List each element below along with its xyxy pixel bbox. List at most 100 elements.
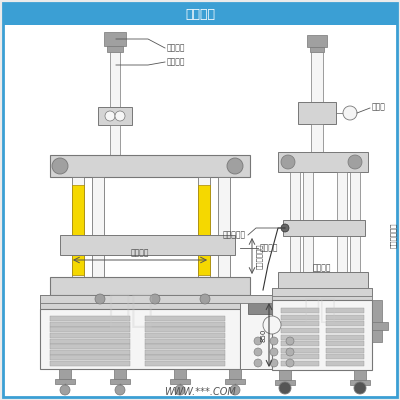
Bar: [50, 344, 130, 349]
Text: 850: 850: [261, 328, 267, 342]
Circle shape: [175, 385, 185, 395]
Circle shape: [115, 111, 125, 121]
Bar: [310, 47, 324, 52]
Bar: [110, 125, 120, 155]
Bar: [326, 321, 364, 326]
Circle shape: [286, 337, 294, 345]
Bar: [59, 369, 71, 379]
Bar: [145, 327, 225, 332]
Bar: [272, 300, 372, 370]
Circle shape: [286, 348, 294, 356]
Circle shape: [348, 155, 362, 169]
Bar: [372, 300, 382, 342]
Bar: [290, 172, 300, 272]
Circle shape: [115, 385, 125, 395]
Bar: [326, 361, 364, 366]
Bar: [311, 124, 323, 152]
Bar: [240, 295, 308, 369]
Circle shape: [279, 382, 291, 394]
Bar: [350, 172, 360, 272]
Circle shape: [254, 359, 262, 367]
Bar: [298, 102, 336, 124]
Bar: [278, 152, 368, 172]
Bar: [110, 379, 130, 384]
Bar: [281, 341, 319, 346]
Bar: [337, 172, 347, 272]
Bar: [311, 52, 323, 102]
Bar: [104, 32, 126, 46]
Text: 设备图纸: 设备图纸: [185, 8, 215, 20]
Circle shape: [230, 385, 240, 395]
Bar: [145, 350, 225, 355]
Circle shape: [270, 359, 278, 367]
Bar: [145, 322, 225, 327]
Bar: [281, 308, 319, 313]
Text: 微调行程: 微调行程: [167, 44, 186, 52]
Bar: [107, 46, 123, 52]
Bar: [281, 334, 319, 340]
Bar: [326, 341, 364, 346]
Bar: [281, 348, 319, 353]
Text: 上限位开关: 上限位开关: [223, 230, 246, 240]
Bar: [72, 177, 84, 282]
Bar: [145, 355, 225, 360]
Bar: [55, 379, 75, 384]
Bar: [326, 354, 364, 359]
Bar: [145, 338, 225, 344]
Bar: [354, 370, 366, 380]
Bar: [50, 333, 130, 338]
Text: 左右柱内: 左右柱内: [131, 248, 149, 258]
Circle shape: [150, 294, 160, 304]
Bar: [50, 277, 250, 295]
Circle shape: [263, 316, 281, 334]
Bar: [145, 316, 225, 321]
Text: 益啟: 益啟: [303, 296, 337, 324]
Bar: [145, 344, 225, 349]
Bar: [272, 288, 372, 296]
Bar: [303, 172, 313, 272]
Bar: [350, 380, 370, 385]
Circle shape: [200, 294, 210, 304]
Bar: [114, 369, 126, 379]
Bar: [248, 302, 296, 314]
Bar: [98, 107, 132, 125]
Bar: [326, 348, 364, 353]
Bar: [50, 361, 130, 366]
Circle shape: [95, 294, 105, 304]
Bar: [40, 295, 260, 309]
Bar: [50, 322, 130, 327]
Bar: [50, 327, 130, 332]
Bar: [326, 308, 364, 313]
Bar: [72, 185, 84, 275]
Text: 油压表: 油压表: [372, 102, 386, 112]
Circle shape: [254, 337, 262, 345]
Bar: [40, 295, 308, 303]
Text: 最大开口高度: 最大开口高度: [256, 243, 263, 269]
Bar: [283, 220, 365, 236]
Bar: [92, 177, 104, 282]
Bar: [145, 333, 225, 338]
Bar: [326, 328, 364, 333]
Text: 最小闭合高度: 最小闭合高度: [390, 222, 396, 248]
Circle shape: [227, 158, 243, 174]
Text: 前后边缘: 前后边缘: [313, 264, 331, 272]
Bar: [372, 322, 388, 330]
Circle shape: [270, 337, 278, 345]
Bar: [50, 316, 130, 321]
Text: 益啟: 益啟: [107, 291, 153, 329]
Bar: [275, 380, 295, 385]
Text: 安全光栅: 安全光栅: [260, 244, 278, 252]
Bar: [229, 369, 241, 379]
Circle shape: [343, 106, 357, 120]
Bar: [326, 334, 364, 340]
Circle shape: [60, 385, 70, 395]
Bar: [272, 288, 372, 300]
Bar: [198, 177, 210, 282]
Bar: [50, 350, 130, 355]
Circle shape: [254, 348, 262, 356]
Text: WWW.***.COM: WWW.***.COM: [164, 387, 236, 397]
Bar: [281, 315, 319, 320]
Circle shape: [270, 348, 278, 356]
Bar: [3, 3, 397, 25]
Bar: [110, 52, 120, 107]
